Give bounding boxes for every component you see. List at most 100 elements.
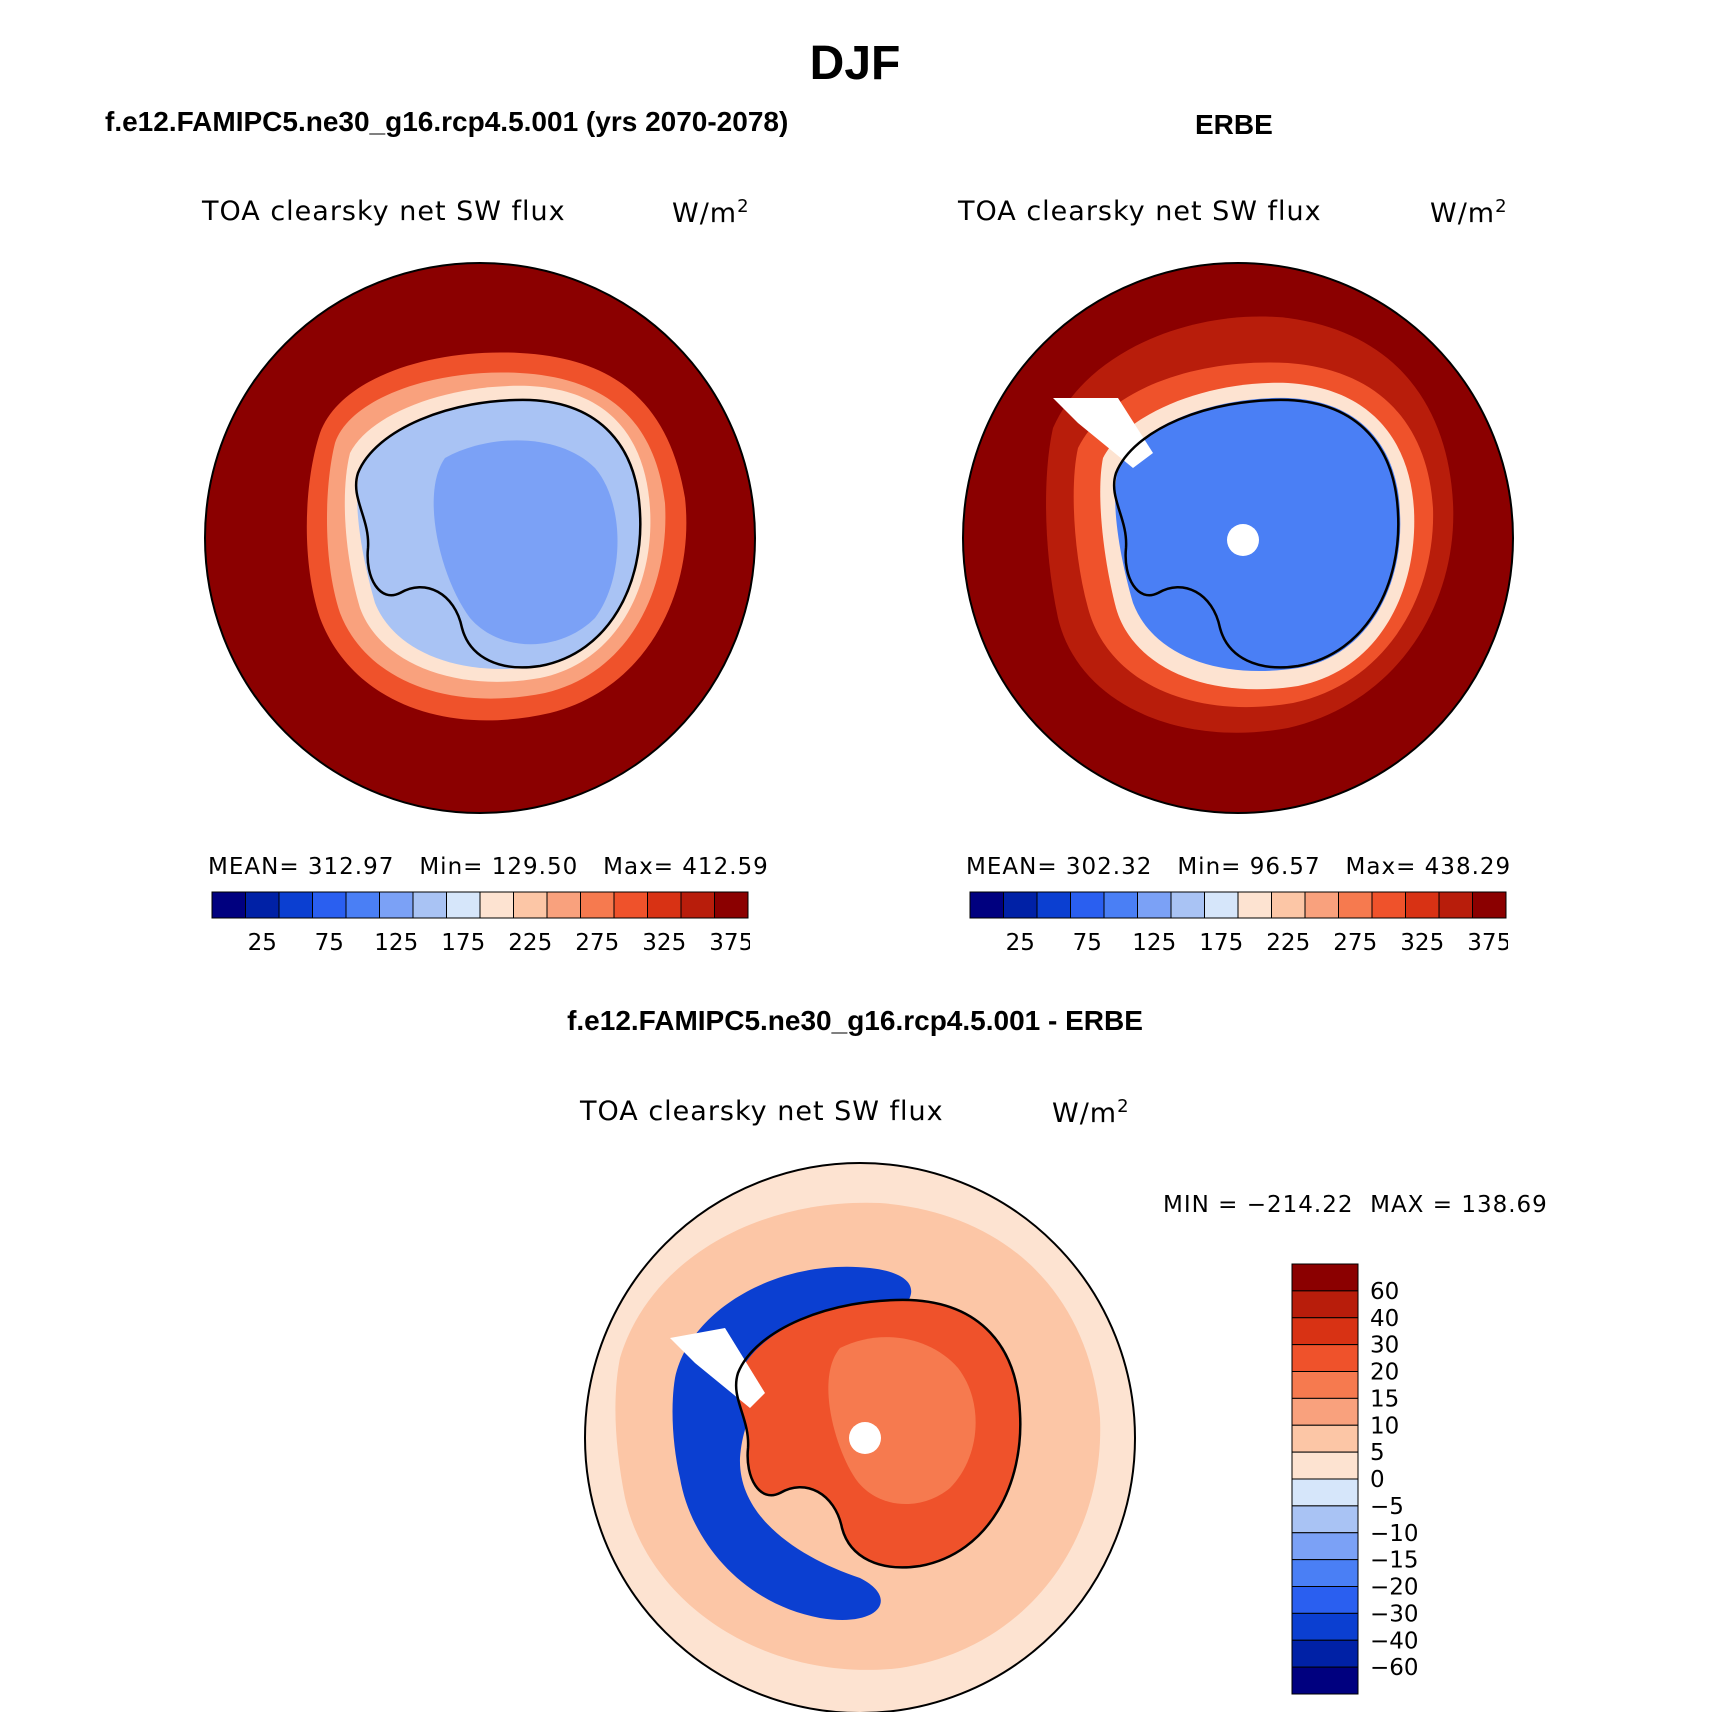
- colorbar-swatch: [1291, 1371, 1359, 1399]
- map-boundary: [962, 262, 1514, 814]
- min-value: 96.57: [1249, 854, 1321, 880]
- page-title: DJF: [809, 37, 901, 90]
- colorbar-swatch: [1291, 1532, 1359, 1561]
- colorbar-swatch: [1371, 891, 1406, 919]
- colorbar-swatch: [1103, 891, 1138, 919]
- max-value: 438.29: [1424, 854, 1512, 880]
- colorbar-swatch: [1291, 1505, 1359, 1534]
- panel-2-map: [962, 262, 1514, 814]
- panel-1-colorbar: 25 75 125 175 225 275 325 375: [211, 891, 750, 956]
- panel-1-units-text: W/m: [672, 198, 738, 229]
- panel-3-variable: TOA clearsky net SW flux: [580, 1096, 944, 1127]
- panel-3-units-sup: 2: [1117, 1096, 1130, 1117]
- colorbar-swatch: [1271, 891, 1306, 919]
- colorbar-ticks: 25 75 125 175 225 275 325 375: [248, 930, 750, 956]
- colorbar-tick-label: 375: [1467, 930, 1508, 956]
- colorbar-swatch: [1338, 891, 1373, 919]
- colorbar-swatch: [1003, 891, 1038, 919]
- colorbar-tick-label: 225: [508, 930, 552, 956]
- colorbar-tick-label: 125: [1132, 930, 1176, 956]
- colorbar-swatches: [1291, 1263, 1359, 1695]
- colorbar-swatch: [1291, 1666, 1359, 1695]
- colorbar-tick-label: −10: [1370, 1521, 1419, 1547]
- colorbar-tick-label: 25: [1006, 930, 1035, 956]
- panel-3-minmax: MIN = −214.22 MAX = 138.69: [1163, 1192, 1548, 1218]
- pole-hole: [1227, 524, 1259, 556]
- max-label: Max=: [603, 854, 674, 880]
- colorbar-swatch: [312, 891, 347, 919]
- colorbar-tick-label: 60: [1370, 1279, 1399, 1305]
- colorbar-tick-label: −5: [1370, 1494, 1404, 1520]
- colorbar-tick-label: 325: [642, 930, 686, 956]
- colorbar-swatch: [1137, 891, 1172, 919]
- panel-2-heading: ERBE: [1195, 109, 1273, 140]
- coastline: [354, 398, 642, 669]
- mean-label: MEAN=: [208, 854, 300, 880]
- colorbar-swatch: [969, 891, 1004, 919]
- min-label: Min=: [419, 854, 484, 880]
- colorbar-tick-label: 10: [1370, 1413, 1399, 1439]
- colorbar-swatch: [1438, 891, 1473, 919]
- colorbar-tick-label: −60: [1370, 1655, 1419, 1681]
- colorbar-tick-label: 40: [1370, 1306, 1399, 1332]
- colorbar-tick-label: 5: [1370, 1440, 1385, 1466]
- panel-3-units: W/m2: [1052, 1096, 1130, 1129]
- colorbar-tick-label: −20: [1370, 1575, 1419, 1601]
- panel-2-stats: MEAN= 302.32 Min= 96.57 Max= 438.29: [966, 854, 1511, 880]
- colorbar-swatch: [1291, 1290, 1359, 1319]
- max-value: 412.59: [682, 854, 769, 880]
- mean-value: 312.97: [307, 854, 395, 880]
- colorbar-tick-label: 20: [1370, 1360, 1399, 1386]
- panel-1-variable: TOA clearsky net SW flux: [202, 196, 566, 227]
- colorbar-swatch: [1170, 891, 1205, 919]
- coastline: [734, 1298, 1022, 1569]
- panel-2-variable: TOA clearsky net SW flux: [958, 196, 1322, 227]
- colorbar-tick-label: 175: [441, 930, 485, 956]
- colorbar-tick-label: 0: [1370, 1467, 1385, 1493]
- colorbar-swatch: [546, 891, 581, 919]
- colorbar-swatch: [580, 891, 615, 919]
- colorbar-swatch: [1291, 1397, 1359, 1426]
- colorbar-ticks: 25 75 125 175 225 275 325 375: [1006, 930, 1508, 956]
- panel-2-colorbar: 25 75 125 175 225 275 325 375: [969, 891, 1508, 956]
- colorbar-swatch: [1237, 891, 1272, 919]
- colorbar-swatch: [479, 891, 514, 919]
- max-label: Max=: [1345, 854, 1417, 880]
- colorbar-swatch: [1291, 1639, 1359, 1668]
- colorbar-swatch: [446, 891, 481, 919]
- colorbar-swatch: [379, 891, 414, 919]
- positive-interior: [828, 1337, 976, 1505]
- colorbar-swatch: [513, 891, 548, 919]
- missing-data-patch: [1053, 398, 1153, 468]
- min-value: 129.50: [491, 854, 579, 880]
- colorbar-tick-label: −40: [1370, 1628, 1419, 1654]
- colorbar-swatch: [1291, 1263, 1359, 1292]
- colorbar-swatch: [412, 891, 447, 919]
- colorbar-swatch: [278, 891, 313, 919]
- panel-3-units-text: W/m: [1052, 1098, 1118, 1129]
- colorbar-swatch: [245, 891, 280, 919]
- colorbar-tick-label: 275: [575, 930, 619, 956]
- colorbar-swatch: [1070, 891, 1105, 919]
- colorbar-swatch: [1291, 1451, 1359, 1480]
- colorbar-tick-label: 75: [315, 930, 344, 956]
- coastline: [1112, 398, 1400, 669]
- map-boundary: [584, 1162, 1136, 1712]
- colorbar-tick-label: 225: [1266, 930, 1310, 956]
- colorbar-swatch: [1291, 1478, 1359, 1507]
- colorbar-tick-label: 25: [248, 930, 277, 956]
- mean-label: MEAN=: [966, 854, 1058, 880]
- colorbar-swatch: [1291, 1317, 1359, 1346]
- map-boundary: [204, 262, 756, 814]
- panel-2-units-text: W/m: [1430, 198, 1496, 229]
- pole-hole: [849, 1422, 881, 1454]
- colorbar-swatch: [1472, 891, 1507, 919]
- colorbar-swatch: [345, 891, 380, 919]
- min-label: Min=: [1177, 854, 1242, 880]
- continent-interior: [433, 440, 618, 645]
- colorbar-tick-label: −15: [1370, 1548, 1419, 1574]
- colorbar-swatch: [1291, 1424, 1359, 1453]
- panel-2-units: W/m2: [1430, 196, 1508, 229]
